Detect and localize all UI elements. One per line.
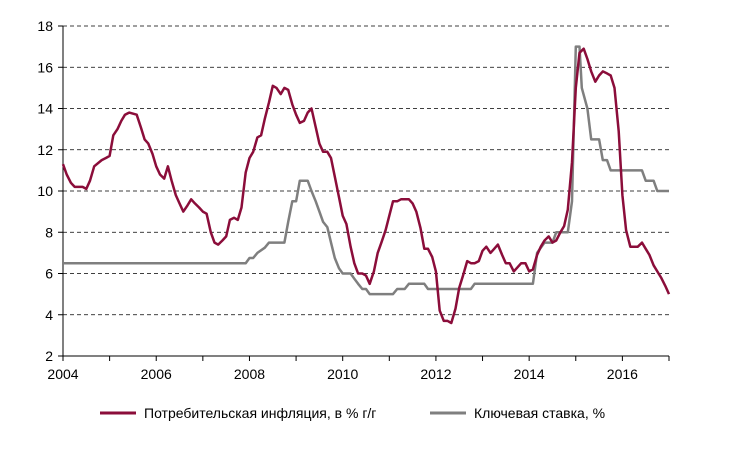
legend: Потребительская инфляция, в % г/г Ключев… — [100, 405, 605, 421]
series-line-inflation — [61, 47, 671, 325]
y-tick-label-12: 12 — [37, 142, 53, 158]
x-tick-label-2014: 2014 — [514, 366, 545, 382]
x-tick-label-2016: 2016 — [607, 366, 638, 382]
y-tick-label-10: 10 — [37, 183, 53, 199]
x-tick-label-2010: 2010 — [327, 366, 358, 382]
y-tick-label-2: 2 — [45, 348, 53, 364]
legend-label-key-rate: Ключевая ставка, % — [474, 405, 605, 421]
y-tick-label-14: 14 — [37, 101, 53, 117]
legend-label-inflation: Потребительская инфляция, в % г/г — [144, 405, 376, 421]
y-tick-label-6: 6 — [45, 266, 53, 282]
x-tick-label-2008: 2008 — [234, 366, 265, 382]
y-tick-label-8: 8 — [45, 224, 53, 240]
x-tick-label-2012: 2012 — [420, 366, 451, 382]
x-tick-label-2006: 2006 — [141, 366, 172, 382]
axes — [58, 25, 670, 361]
series-group — [61, 45, 671, 325]
series-line-key-rate — [63, 45, 669, 296]
y-tick-labels: 2 4 6 8 10 12 14 16 18 — [37, 18, 53, 364]
x-tick-labels: 2004 2006 2008 2010 2012 2014 2016 — [47, 366, 638, 382]
gridlines — [63, 25, 669, 316]
x-tick-label-2004: 2004 — [47, 366, 78, 382]
y-tick-label-18: 18 — [37, 18, 53, 34]
y-tick-label-4: 4 — [45, 307, 53, 323]
y-tick-label-16: 16 — [37, 59, 53, 75]
